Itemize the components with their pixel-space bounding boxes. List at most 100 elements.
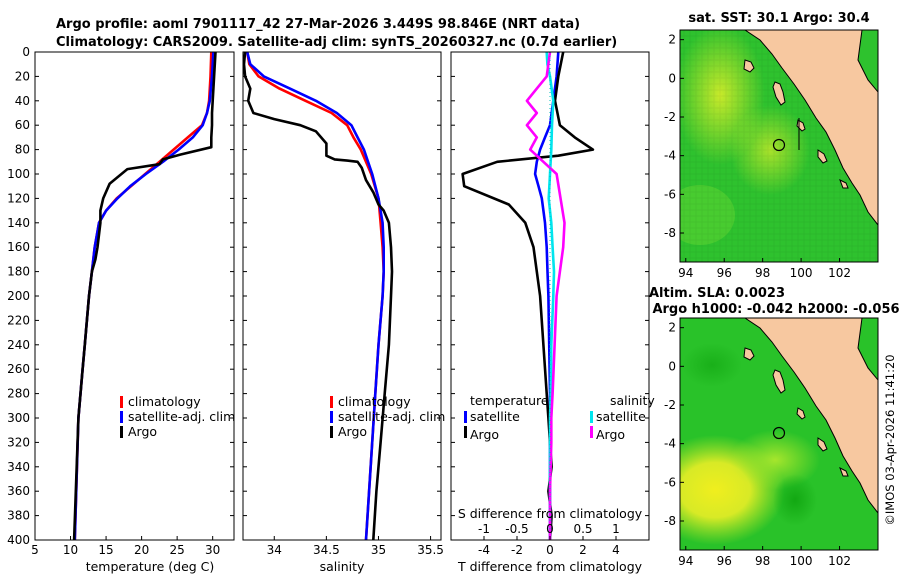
depth-tick-label: 220 [7,313,30,327]
depth-tick-label: 280 [7,387,30,401]
depth-y-ticks: 0 20 40 60 80 100 120 140 160 180 200 220 240 260 280 3… [7,45,649,547]
map-longitude-label: 102 [828,554,851,568]
legend-mark-temperature-satellite [464,411,467,423]
island-nias [772,81,786,106]
legend-mark-satellite [120,411,123,423]
x-tick-label: 10 [63,543,78,557]
salinity-series-layer [242,51,394,541]
map-longitude-label: 100 [790,554,813,568]
legend-label-temperature-argo: Argo [470,427,499,442]
sst-map-title: sat. SST: 30.1 Argo: 30.4 [688,11,869,26]
legend-mark-argo [330,426,333,438]
sst-map-image [680,30,878,262]
salinity-series-climatology [245,51,386,541]
secondary-x-tick-label: 1 [612,522,620,536]
depth-tick-label: 100 [7,167,30,181]
temperature-x-ticks: 5 10 15 20 25 30 [31,536,220,557]
sla-low-anomaly [773,474,817,526]
sst-map-y-ticks: 2 0 -2 -4 -6 -8 [664,33,684,240]
temperature-x-label: temperature (deg C) [86,559,215,574]
depth-tick-label: 160 [7,240,30,254]
island-nias [772,369,786,394]
sumatra-landmass [744,30,878,226]
sst-map-panel: sat. SST: 30.1 Argo: 30.4 94 96 98 100 102 2… [664,11,879,280]
sla-map-x-ticks: 94 96 98 100 102 [678,546,851,568]
depth-tick-label: 260 [7,362,30,376]
x-tick-label: 2 [579,543,587,557]
depth-tick-label: 120 [7,191,30,205]
salinity-difference-secondary-ticks: -1 -0.5 0 0.5 1 [478,522,620,536]
depth-tick-label: 340 [7,460,30,474]
title-line-1: Argo profile: aoml 7901117_42 27-Mar-202… [56,17,580,32]
map-latitude-label: -6 [664,475,676,489]
island-siberut [796,407,806,420]
sst-map-frame [679,29,879,263]
x-tick-label: 25 [170,543,185,557]
legend-label-salinity-satellite: satellite [596,409,646,424]
map-longitude-label: 100 [790,266,813,280]
x-tick-label: 35.5 [417,543,444,557]
x-tick-label: 35 [371,543,386,557]
x-tick-label: -4 [478,543,490,557]
depth-tick-label: 200 [7,289,30,303]
map-latitude-label: -4 [664,437,676,451]
x-tick-label: 4 [612,543,620,557]
sla-map-y-ticks: 2 0 -2 -4 -6 -8 [664,321,684,528]
salinity-x-label: salinity [320,559,365,574]
panel-differences: -4 -2 0 2 4 -1 -0.5 0 0.5 1 S difference from cl… [450,51,655,574]
island-pagai [817,437,828,452]
legend-mark-salinity-argo [590,426,593,438]
sumatra-landmass [744,318,878,514]
map-latitude-label: 2 [668,321,676,335]
x-tick-label: -2 [511,543,523,557]
panel-salinity: 34 34.5 35 35.5 salinity climatology satell… [242,51,445,574]
salinity-axes-box [242,51,442,541]
depth-tick-label: 80 [15,143,30,157]
map-longitude-label: 96 [717,554,732,568]
differences-series-salinity-argo [525,51,566,540]
depth-tick-label: 240 [7,338,30,352]
depth-tick-label: 140 [7,216,30,230]
temperature-difference-x-label: T difference from climatology [457,559,643,574]
temperature-axes-box [34,51,235,541]
x-tick-label: 20 [134,543,149,557]
map-longitude-label: 96 [717,266,732,280]
legend-label-argo: Argo [128,424,157,439]
depth-tick-label: 300 [7,411,30,425]
legend-title-temperature: temperature [470,393,549,408]
depth-tick-label: 320 [7,435,30,449]
map-longitude-label: 98 [755,266,770,280]
map-longitude-label: 94 [678,554,693,568]
depth-tick-label: 180 [7,265,30,279]
secondary-x-tick-label: 0 [546,522,554,536]
sla-map-title: Altim. SLA: 0.0023 [649,286,785,301]
map-longitude-label: 98 [755,554,770,568]
map-latitude-label: 0 [668,359,676,373]
salinity-difference-label: S difference from climatology [458,506,643,521]
temperature-series-layer [72,51,217,541]
legend-mark-salinity-satellite [590,411,593,423]
island-pagai [817,149,828,164]
depth-tick-label: 380 [7,509,30,523]
depth-tick-label: 60 [15,118,30,132]
depth-tick-label: 20 [15,69,30,83]
salinity-series-satellite-adj-clim [245,51,386,541]
sla-map-image [680,318,878,550]
legend-mark-climatology [330,396,333,408]
secondary-x-tick-label: -0.5 [505,522,528,536]
legend-title-salinity: salinity [610,393,655,408]
legend-label-satellite: satellite-adj. clim [338,409,445,424]
salinity-series-argo [242,51,394,541]
secondary-x-tick-label: -1 [478,522,490,536]
legend-label-satellite: satellite-adj. clim [128,409,235,424]
x-tick-label: 0 [546,543,554,557]
title-line-2: Climatology: CARS2009. Satellite-adj cli… [56,35,617,50]
legend-mark-argo [120,426,123,438]
panel-temperature: 5 10 15 20 25 30 0204060801001201401601802002… [7,45,649,574]
map-latitude-label: -4 [664,149,676,163]
map-latitude-label: -6 [664,187,676,201]
sla-map-panel: Altim. SLA: 0.0023 Argo h1000: -0.042 h2… [649,286,900,568]
x-tick-label: 34.5 [313,543,340,557]
depth-tick-label: 0 [22,45,30,59]
